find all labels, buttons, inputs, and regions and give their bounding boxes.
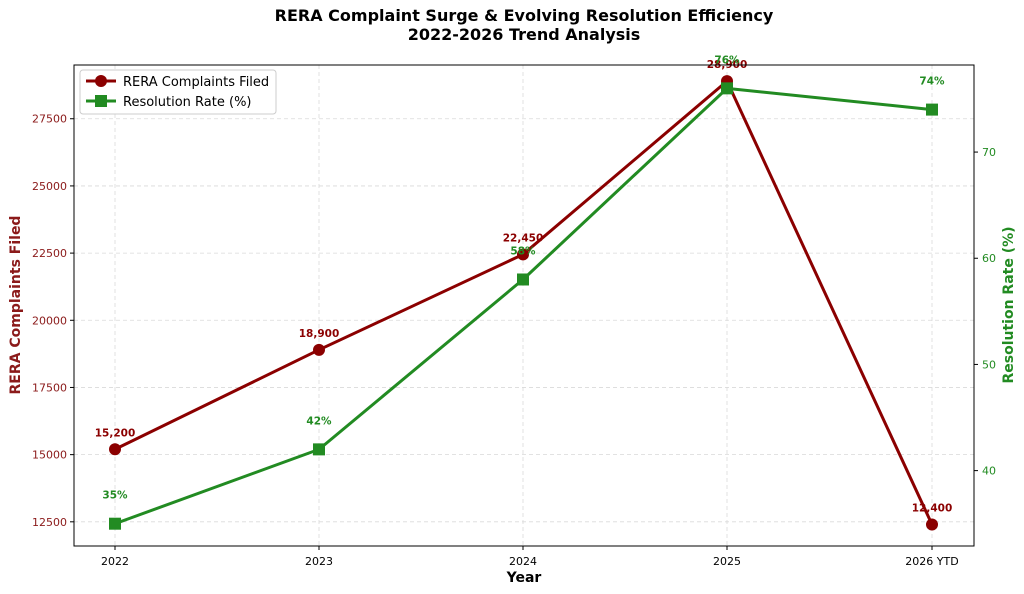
right-y-axis-label: Resolution Rate (%) [1001, 226, 1017, 383]
x-tick-label: 2026 YTD [905, 555, 958, 568]
legend-box [79, 69, 277, 115]
x-axis: 2022 2023 2024 2025 2026 YTD [101, 546, 959, 568]
legend-marker-resolution [95, 95, 107, 107]
left-y-tick-label: 17500 [32, 381, 67, 394]
legend: RERA Complaints Filed Resolution Rate (%… [79, 69, 277, 115]
point-complaints [926, 518, 938, 531]
series-line-resolution [114, 86, 933, 526]
point-resolution [109, 517, 121, 530]
x-tick-label: 2023 [305, 555, 333, 568]
point-complaints [313, 343, 325, 356]
data-label-resolution: 42% [306, 415, 332, 427]
data-label-resolution: 58% [510, 245, 536, 257]
right-y-tick-label: 50 [982, 358, 996, 371]
point-resolution [313, 443, 325, 456]
right-y-axis: 40 50 60 70 [974, 146, 996, 478]
series-line-complaints [114, 79, 934, 526]
grid [74, 65, 974, 546]
data-labels: 15,20018,90022,45028,90012,40035%42%58%7… [95, 54, 953, 514]
x-tick-label: 2022 [101, 555, 129, 568]
chart-subtitle: 2022-2026 Trend Analysis [408, 25, 641, 44]
series-lines [114, 79, 934, 526]
data-label-resolution: 35% [102, 490, 128, 502]
x-axis-label: Year [506, 570, 542, 586]
data-label-complaints: 15,200 [95, 427, 136, 439]
point-complaints [109, 443, 121, 456]
legend-marker-complaints [95, 75, 107, 87]
left-y-tick-label: 22500 [32, 247, 67, 260]
left-y-axis: 12500 15000 17500 20000 22500 25000 27500 [32, 113, 74, 529]
data-label-complaints: 22,450 [503, 232, 544, 244]
x-tick-label: 2025 [713, 555, 741, 568]
point-resolution [721, 82, 733, 95]
legend-label-resolution: Resolution Rate (%) [123, 95, 252, 110]
data-label-resolution: 76% [714, 54, 740, 66]
chart-title: RERA Complaint Surge & Evolving Resoluti… [275, 6, 774, 25]
x-tick-label: 2024 [509, 555, 537, 568]
left-y-axis-label: RERA Complaints Filed [8, 216, 24, 395]
legend-label-complaints: RERA Complaints Filed [123, 75, 269, 90]
left-y-tick-label: 25000 [32, 180, 67, 193]
data-label-resolution: 74% [919, 76, 945, 88]
series-markers [109, 75, 938, 531]
plot-frame [73, 64, 975, 547]
data-label-complaints: 18,900 [299, 328, 340, 340]
left-y-tick-label: 20000 [32, 314, 67, 327]
data-label-complaints: 12,400 [912, 503, 953, 515]
point-resolution [517, 273, 529, 286]
left-y-tick-label: 12500 [32, 516, 67, 529]
point-resolution [926, 103, 938, 116]
right-y-tick-label: 70 [982, 146, 996, 159]
right-y-tick-label: 60 [982, 252, 996, 265]
left-y-tick-label: 27500 [32, 113, 67, 126]
right-y-tick-label: 40 [982, 465, 996, 478]
point-complaints [517, 248, 529, 261]
left-y-tick-label: 15000 [32, 449, 67, 462]
